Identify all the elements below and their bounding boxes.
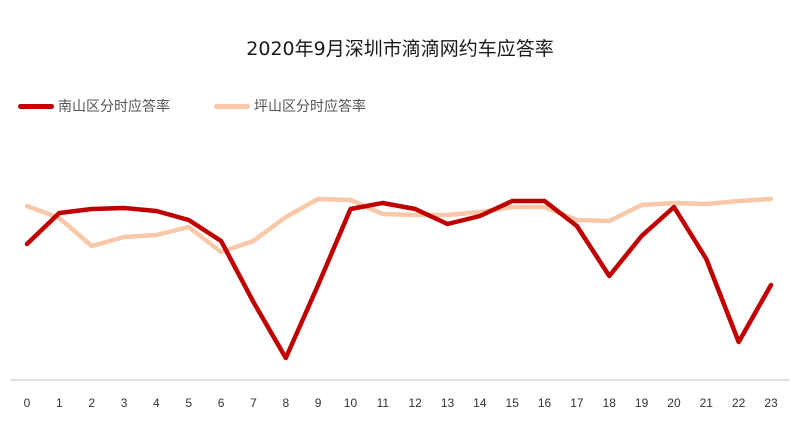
legend-label-nanshan: 南山区分时应答率 xyxy=(58,99,170,115)
series-line-pingshan xyxy=(24,196,774,255)
chart-title: 2020年9月深圳市滴滴网约车应答率 xyxy=(246,38,554,60)
legend-item-pingshan: 坪山区分时应答率 xyxy=(214,96,366,116)
legend: 南山区分时应答率 坪山区分时应答率 xyxy=(18,96,410,116)
x-tick-label: 19 xyxy=(634,396,649,410)
x-tick-label: 11 xyxy=(376,396,390,410)
x-tick-label: 13 xyxy=(440,396,455,410)
x-tick-label: 6 xyxy=(217,396,225,410)
legend-item-nanshan: 南山区分时应答率 xyxy=(18,96,170,116)
x-tick-label: 12 xyxy=(408,396,422,410)
x-tick-label: 1 xyxy=(56,396,63,410)
legend-swatch-nanshan xyxy=(18,103,54,109)
x-tick-label: 8 xyxy=(282,396,290,410)
x-tick-label: 22 xyxy=(731,396,746,410)
x-tick-label: 23 xyxy=(764,396,778,410)
x-tick-label: 9 xyxy=(314,396,322,410)
x-tick-label: 20 xyxy=(667,396,681,410)
x-tick-label: 3 xyxy=(120,396,128,410)
x-tick-label: 16 xyxy=(537,396,552,410)
legend-swatch-pingshan xyxy=(214,103,250,109)
x-tick-label: 18 xyxy=(602,396,616,410)
legend-label-pingshan: 坪山区分时应答率 xyxy=(254,99,366,115)
series-line-nanshan xyxy=(24,198,774,361)
x-tick-label: 5 xyxy=(185,396,193,410)
x-tick-label: 15 xyxy=(505,396,519,410)
x-tick-label: 0 xyxy=(23,396,31,410)
x-tick-label: 7 xyxy=(250,396,257,410)
x-axis-labels: 0 1 2 3 4 5 6 7 8 9 10 11 12 13 14 15 16 17 18 19 20 21 22 23 xyxy=(0,396,800,416)
x-tick-label: 21 xyxy=(699,396,713,410)
x-tick-label: 17 xyxy=(570,396,584,410)
x-tick-label: 10 xyxy=(343,396,358,410)
x-tick-label: 14 xyxy=(473,396,487,410)
x-tick-label: 2 xyxy=(88,396,96,410)
x-tick-label: 4 xyxy=(153,396,160,410)
